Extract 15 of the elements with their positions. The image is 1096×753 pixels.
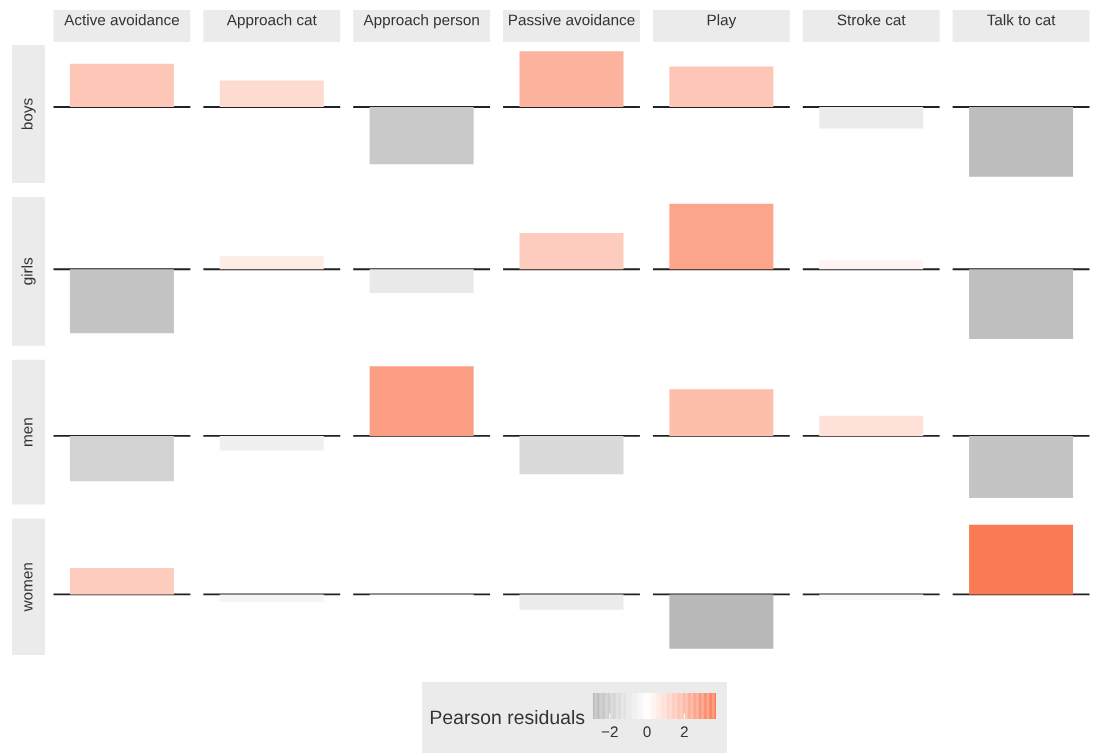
color-bar-label: 2: [680, 726, 688, 738]
x-tick-label: Active avoidance: [64, 14, 179, 26]
color-bar-title: Pearson residuals: [430, 709, 585, 725]
y-axis-title: girls: [21, 257, 36, 285]
y-axis-title: boys: [21, 98, 36, 130]
x-tick-label: Approach person: [363, 14, 479, 29]
color-bar-label: −2: [601, 726, 618, 738]
y-axis-title: men: [24, 418, 33, 446]
x-tick-label: Talk to cat: [987, 14, 1056, 26]
x-tick-label: Stroke cat: [837, 14, 906, 26]
y-axis-title: women: [24, 563, 33, 612]
x-tick-label: Approach cat: [226, 14, 317, 29]
x-tick-label: Passive avoidance: [509, 14, 635, 26]
color-bar-label: 0: [643, 726, 651, 738]
x-tick-label: Play: [707, 14, 737, 29]
